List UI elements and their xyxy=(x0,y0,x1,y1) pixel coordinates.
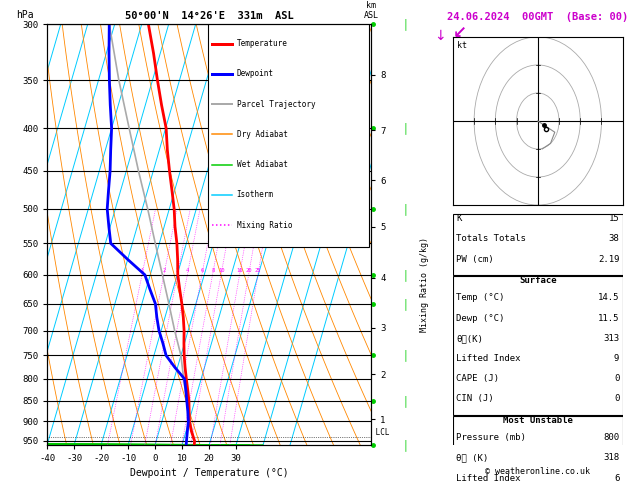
Text: CAPE (J): CAPE (J) xyxy=(456,374,499,383)
Text: │: │ xyxy=(403,203,409,215)
Text: Mixing Ratio: Mixing Ratio xyxy=(237,221,292,230)
Text: 6: 6 xyxy=(201,268,204,273)
Text: 24.06.2024  00GMT  (Base: 00): 24.06.2024 00GMT (Base: 00) xyxy=(447,12,628,22)
Text: Dewp (°C): Dewp (°C) xyxy=(456,313,504,323)
Text: 0: 0 xyxy=(614,394,620,403)
Text: 14.5: 14.5 xyxy=(598,294,620,302)
Text: Temp (°C): Temp (°C) xyxy=(456,294,504,302)
Text: Surface: Surface xyxy=(519,276,557,285)
Text: Lifted Index: Lifted Index xyxy=(456,354,521,363)
Text: Dewpoint: Dewpoint xyxy=(237,69,274,78)
FancyBboxPatch shape xyxy=(208,24,369,247)
Text: hPa: hPa xyxy=(16,10,34,20)
Text: © weatheronline.co.uk: © weatheronline.co.uk xyxy=(486,467,590,476)
Bar xyxy=(453,416,623,486)
Text: 313: 313 xyxy=(603,334,620,343)
Text: 4: 4 xyxy=(186,268,189,273)
Text: 1: 1 xyxy=(141,268,144,273)
Title: 50°00'N  14°26'E  331m  ASL: 50°00'N 14°26'E 331m ASL xyxy=(125,11,294,21)
Text: 800: 800 xyxy=(603,433,620,442)
Bar xyxy=(453,276,623,415)
Text: Wet Adiabat: Wet Adiabat xyxy=(237,160,287,169)
Text: km
ASL: km ASL xyxy=(364,1,379,20)
Text: 3: 3 xyxy=(176,268,179,273)
Text: 20: 20 xyxy=(246,268,252,273)
Text: Parcel Trajectory: Parcel Trajectory xyxy=(237,100,315,109)
Text: ↙: ↙ xyxy=(453,24,467,42)
Text: 10: 10 xyxy=(218,268,225,273)
Text: θᴇ(K): θᴇ(K) xyxy=(456,334,483,343)
Text: CIN (J): CIN (J) xyxy=(456,394,494,403)
Text: Temperature: Temperature xyxy=(237,39,287,48)
Text: 6: 6 xyxy=(614,473,620,483)
Text: │: │ xyxy=(403,298,409,310)
Text: │: │ xyxy=(403,439,409,451)
Text: │: │ xyxy=(403,349,409,362)
Bar xyxy=(453,214,623,275)
Text: LCL: LCL xyxy=(371,428,389,437)
Text: │: │ xyxy=(403,18,409,30)
Text: 8: 8 xyxy=(211,268,214,273)
Text: │: │ xyxy=(403,122,409,134)
X-axis label: Dewpoint / Temperature (°C): Dewpoint / Temperature (°C) xyxy=(130,469,289,478)
Text: Isotherm: Isotherm xyxy=(237,191,274,199)
Text: Pressure (mb): Pressure (mb) xyxy=(456,433,526,442)
Text: 9: 9 xyxy=(614,354,620,363)
Text: kt: kt xyxy=(457,41,467,50)
Text: K: K xyxy=(456,214,462,223)
Text: 318: 318 xyxy=(603,453,620,462)
Text: Dry Adiabat: Dry Adiabat xyxy=(237,130,287,139)
Text: 15: 15 xyxy=(609,214,620,223)
Text: 25: 25 xyxy=(255,268,262,273)
Text: Totals Totals: Totals Totals xyxy=(456,234,526,243)
Text: │: │ xyxy=(403,395,409,407)
Text: Most Unstable: Most Unstable xyxy=(503,416,573,425)
Text: θᴇ (K): θᴇ (K) xyxy=(456,453,489,462)
Text: PW (cm): PW (cm) xyxy=(456,255,494,264)
Text: 11.5: 11.5 xyxy=(598,313,620,323)
Text: 38: 38 xyxy=(609,234,620,243)
Text: ↓: ↓ xyxy=(435,29,446,43)
Text: 2: 2 xyxy=(163,268,166,273)
Text: Lifted Index: Lifted Index xyxy=(456,473,521,483)
Text: 0: 0 xyxy=(614,374,620,383)
Text: │: │ xyxy=(403,269,409,281)
Text: 2.19: 2.19 xyxy=(598,255,620,264)
Text: 16: 16 xyxy=(237,268,243,273)
Text: Mixing Ratio (g/kg): Mixing Ratio (g/kg) xyxy=(420,238,429,332)
